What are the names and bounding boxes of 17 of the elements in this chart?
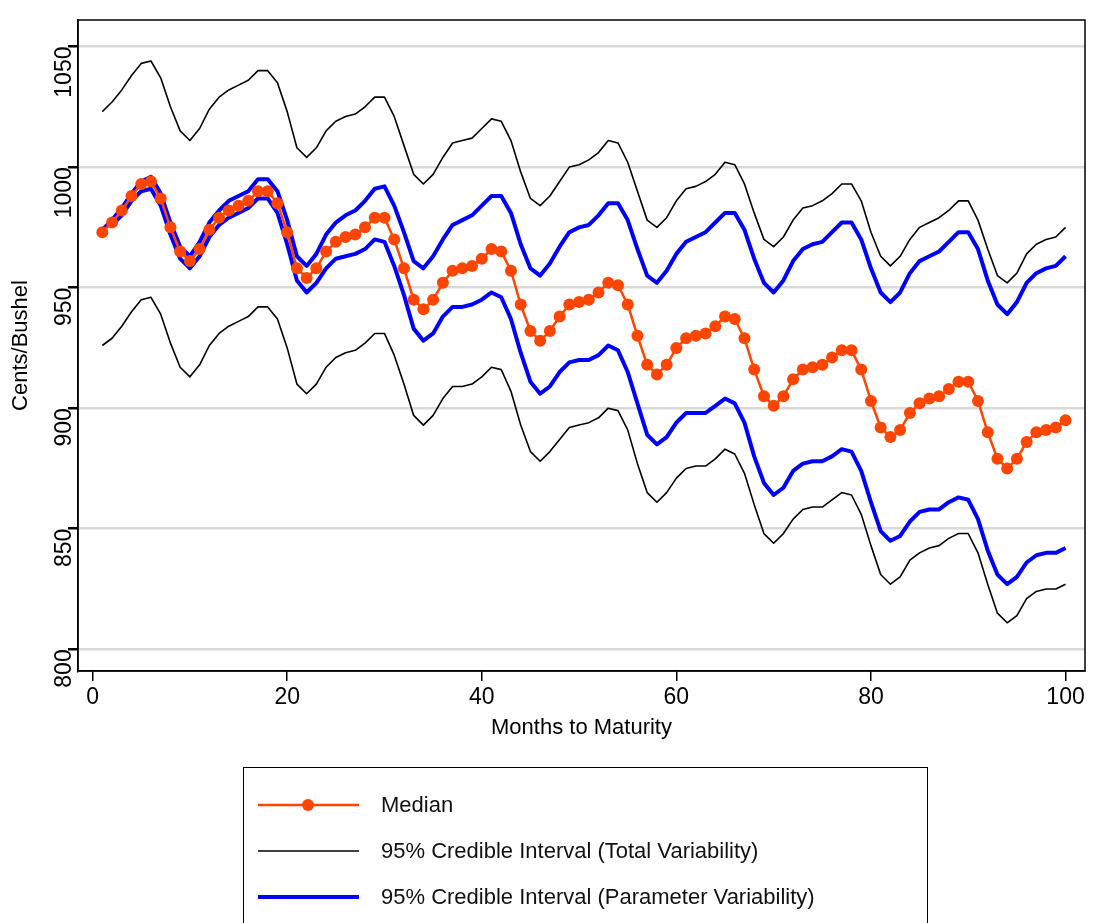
x-tick-label: 40 [468, 683, 495, 710]
x-tick-label: 100 [1046, 683, 1085, 710]
x-tick-label: 20 [274, 683, 300, 710]
y-tick-label: 950 [50, 287, 77, 327]
x-tick-label: 80 [858, 683, 884, 710]
x-axis-title: Months to Maturity [491, 713, 672, 739]
legend-label: 95% Credible Interval (Total Variability) [381, 838, 759, 864]
y-tick-label: 1000 [50, 167, 77, 219]
legend-label: Median [381, 792, 454, 818]
y-axis-title: Cents/Bushel [7, 280, 33, 411]
x-tick-label: 0 [86, 683, 99, 710]
y-tick-label: 850 [50, 528, 77, 568]
x-tick-label: 60 [663, 683, 690, 710]
y-tick-label: 900 [50, 408, 77, 447]
y-tick-label: 1050 [50, 46, 77, 98]
y-tick-label: 800 [50, 649, 77, 688]
legend-label: 95% Credible Interval (Parameter Variability) [381, 884, 815, 910]
